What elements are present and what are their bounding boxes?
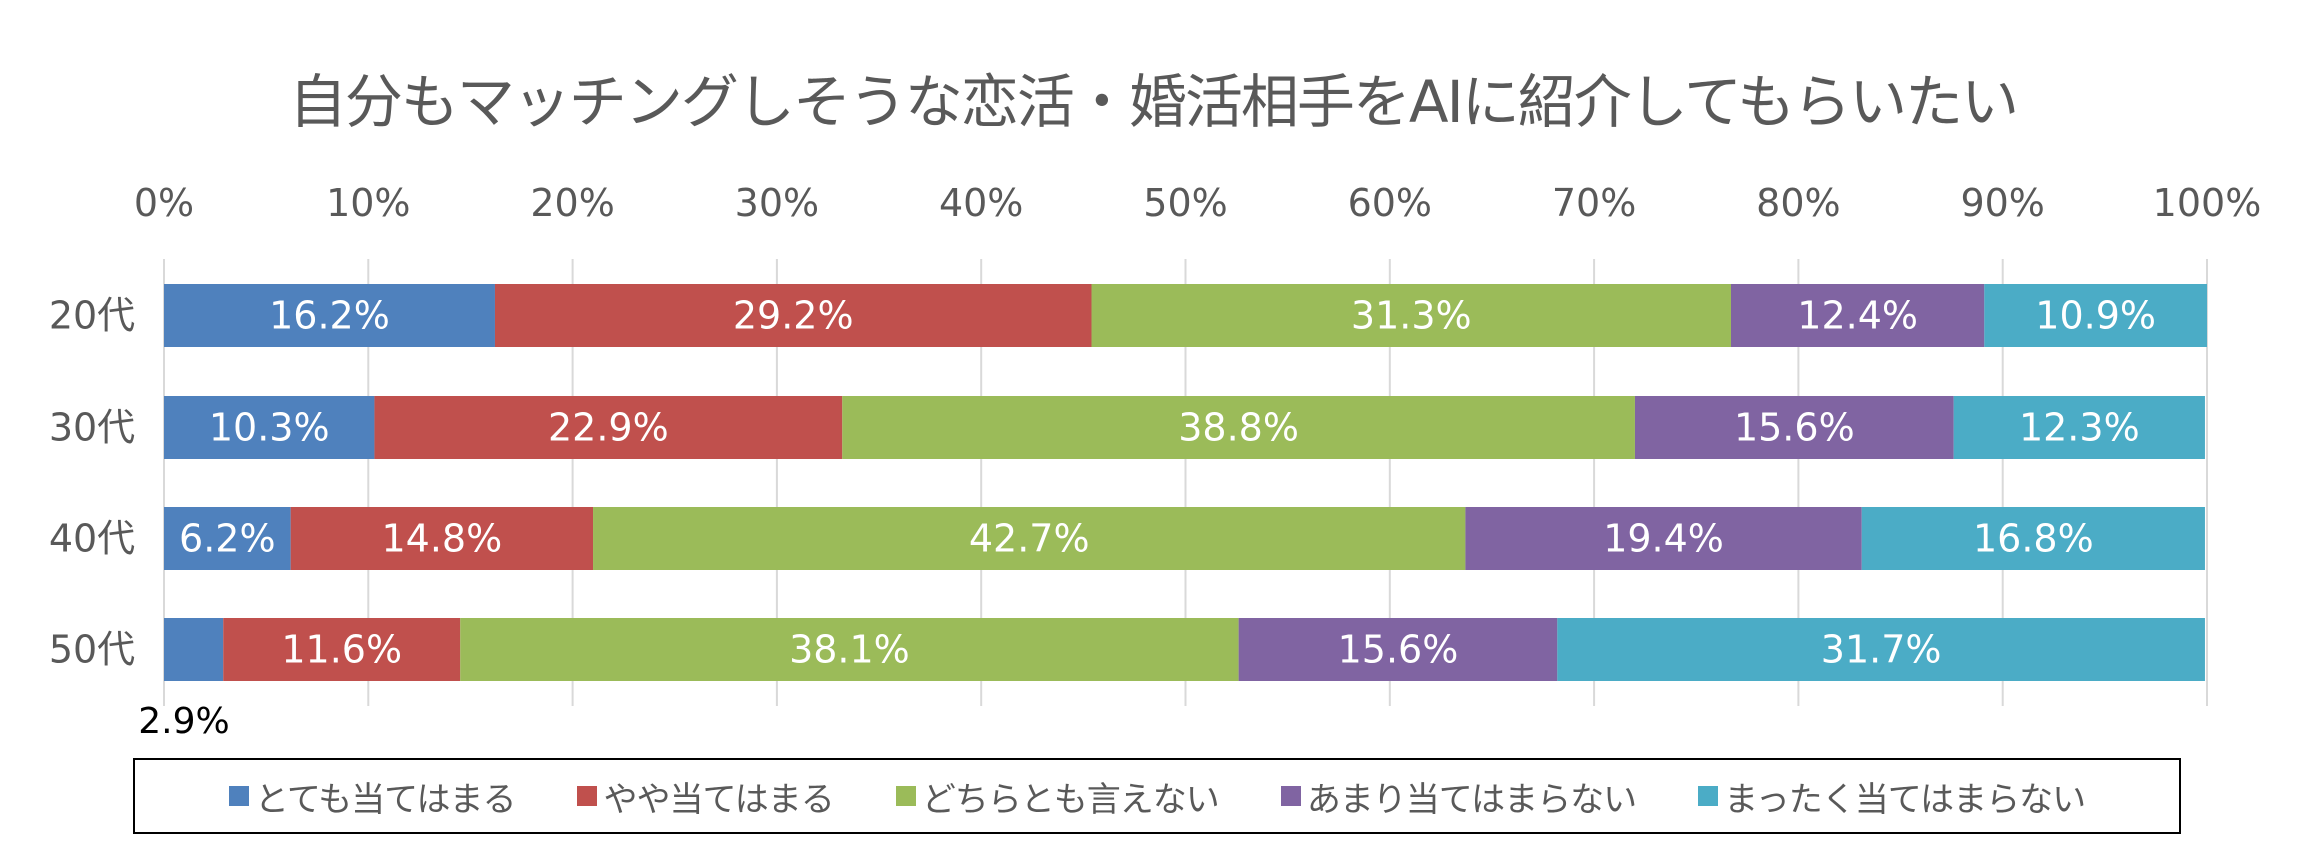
legend-swatch bbox=[1698, 786, 1719, 806]
x-tick-label: 30% bbox=[735, 181, 819, 225]
data-label: 14.8% bbox=[381, 517, 502, 561]
category-label: 50代 bbox=[49, 628, 135, 672]
legend-label: まったく当てはまらない bbox=[1724, 779, 2086, 820]
x-tick-label: 70% bbox=[1552, 181, 1636, 225]
data-label: 2.9% bbox=[138, 701, 229, 742]
legend-item: まったく当てはまらない bbox=[1698, 772, 2086, 821]
bar-segment bbox=[460, 618, 1239, 681]
legend: とても当てはまる やや当てはまる どちらとも言えない あまり当てはまらない まったく当て… bbox=[133, 758, 2181, 834]
data-label: 31.7% bbox=[1821, 628, 1942, 672]
x-tick-label: 90% bbox=[1960, 181, 2044, 225]
bar-segment bbox=[1984, 284, 2207, 347]
data-label: 15.6% bbox=[1338, 628, 1459, 672]
bar-segment bbox=[223, 618, 461, 681]
legend-label: とても当てはまる bbox=[254, 779, 517, 820]
category-label: 20代 bbox=[49, 294, 135, 338]
bar-segment bbox=[164, 507, 291, 570]
data-label: 12.4% bbox=[1797, 294, 1918, 338]
x-tick-label: 10% bbox=[326, 181, 410, 225]
bar-segment bbox=[593, 507, 1466, 570]
bar-segment bbox=[290, 507, 594, 570]
data-label: 11.6% bbox=[281, 628, 402, 672]
x-tick-label: 100% bbox=[2153, 181, 2262, 225]
data-label: 16.2% bbox=[269, 294, 390, 338]
bar-segment bbox=[842, 396, 1635, 459]
data-label: 31.3% bbox=[1351, 294, 1472, 338]
x-tick-label: 20% bbox=[530, 181, 614, 225]
x-tick-label: 0% bbox=[134, 181, 194, 225]
data-label: 38.1% bbox=[789, 628, 910, 672]
data-label: 15.6% bbox=[1734, 406, 1855, 450]
x-tick-label: 50% bbox=[1143, 181, 1227, 225]
bar-segment bbox=[1238, 618, 1558, 681]
data-label: 6.2% bbox=[179, 517, 276, 561]
legend-label: やや当てはまる bbox=[603, 779, 834, 820]
data-label: 29.2% bbox=[733, 294, 854, 338]
legend-label: あまり当てはまらない bbox=[1306, 779, 1637, 820]
bar-segment bbox=[164, 618, 224, 681]
bar-segment bbox=[1953, 396, 2205, 459]
bar-segment bbox=[1861, 507, 2205, 570]
data-label: 42.7% bbox=[969, 517, 1090, 561]
legend-swatch bbox=[228, 786, 249, 806]
x-tick-label: 40% bbox=[939, 181, 1023, 225]
legend-item: あまり当てはまらない bbox=[1280, 772, 1637, 821]
bar-segment bbox=[1557, 618, 2205, 681]
legend-item: どちらとも言えない bbox=[895, 772, 1220, 821]
bar-segment bbox=[164, 284, 495, 347]
legend-swatch bbox=[577, 786, 598, 806]
category-label: 40代 bbox=[49, 517, 135, 561]
x-tick-label: 60% bbox=[1348, 181, 1432, 225]
data-label: 10.3% bbox=[209, 406, 330, 450]
data-label: 22.9% bbox=[548, 406, 669, 450]
data-label: 19.4% bbox=[1603, 517, 1724, 561]
legend-item: やや当てはまる bbox=[577, 772, 835, 821]
legend-swatch bbox=[895, 786, 916, 806]
legend-swatch bbox=[1280, 786, 1301, 806]
bar-segment bbox=[1091, 284, 1731, 347]
bar-segment bbox=[1465, 507, 1862, 570]
bar-segment bbox=[494, 284, 1092, 347]
legend-label: どちらとも言えない bbox=[921, 779, 1220, 820]
data-label: 12.3% bbox=[2019, 406, 2140, 450]
x-tick-label: 80% bbox=[1756, 181, 1840, 225]
bar-segment bbox=[164, 396, 375, 459]
data-label: 38.8% bbox=[1178, 406, 1299, 450]
bar-segment bbox=[1634, 396, 1954, 459]
category-label: 30代 bbox=[49, 406, 135, 450]
legend-item: とても当てはまる bbox=[228, 772, 517, 821]
chart-title: 自分もマッチングしそうな恋活・婚活相手をAIに紹介してもらいたい bbox=[288, 68, 2019, 136]
bar-segment bbox=[1730, 284, 1985, 347]
data-label: 10.9% bbox=[2035, 294, 2156, 338]
data-label: 16.8% bbox=[1973, 517, 2094, 561]
bar-segment bbox=[374, 396, 843, 459]
